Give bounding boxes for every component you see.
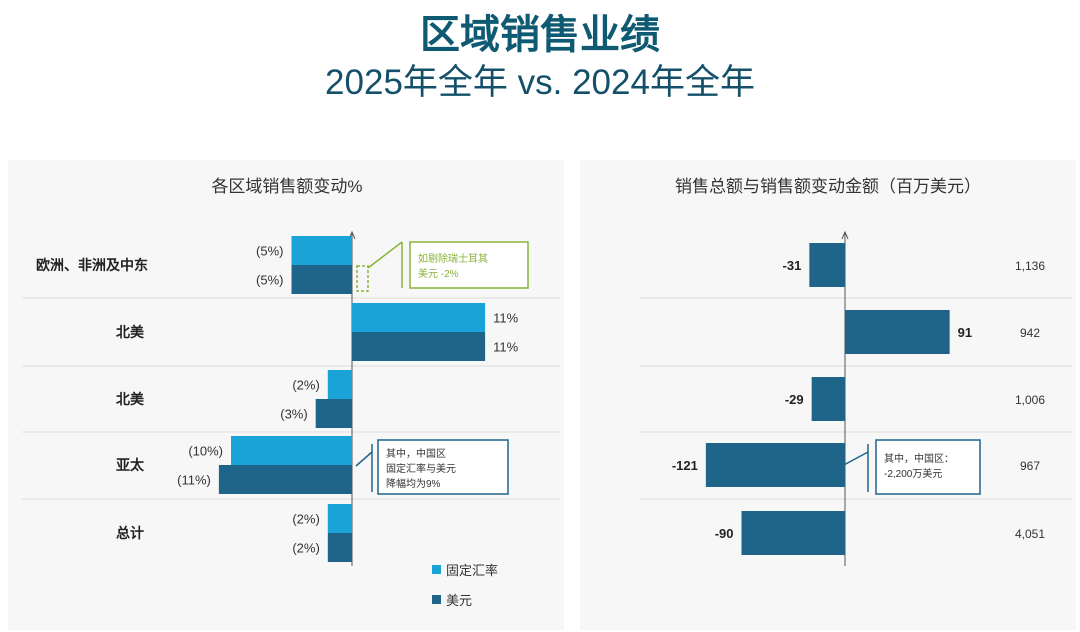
annotation-box-teal xyxy=(377,439,509,495)
bar-data-label: -29 xyxy=(785,392,804,407)
bar-data-label: (5%) xyxy=(256,244,283,259)
bar-change-amount xyxy=(741,511,845,555)
bar-change-amount xyxy=(809,243,845,287)
left-chart-title: 各区域销售额变动% xyxy=(211,177,362,196)
bar-usd xyxy=(327,533,352,562)
bar-change-amount xyxy=(705,443,845,487)
bar-usd xyxy=(291,265,352,294)
bar-data-label: (2%) xyxy=(292,541,319,556)
annotation-text: 降幅均为9% xyxy=(386,477,441,490)
bar-data-label: 11% xyxy=(493,311,518,326)
category-label: 亚太 xyxy=(116,457,145,473)
total-sales-label: 1,006 xyxy=(1015,393,1045,407)
bar-fixed-fx xyxy=(352,303,486,332)
bar-data-label: -90 xyxy=(715,526,734,541)
annotation-box-green xyxy=(409,241,529,289)
category-label: 总计 xyxy=(116,525,144,541)
bar-data-label: (11%) xyxy=(177,473,211,488)
total-sales-label: 942 xyxy=(1020,326,1040,340)
right-chart-title: 销售总额与销售额变动金额（百万美元） xyxy=(675,177,981,196)
bar-change-amount xyxy=(845,310,950,354)
annotation-text: 其中，中国区： xyxy=(884,452,954,465)
total-sales-label: 967 xyxy=(1020,459,1040,473)
annotation-highlight-box xyxy=(356,265,369,292)
annotation-connector xyxy=(355,451,373,467)
page-subtitle: 2025年全年 vs. 2024年全年 xyxy=(325,63,755,102)
bar-usd xyxy=(352,332,486,361)
bar-change-amount xyxy=(811,377,845,421)
bar-data-label: -31 xyxy=(783,258,802,273)
annotation-text: 美元 -2% xyxy=(418,267,459,280)
bar-fixed-fx xyxy=(327,370,352,399)
legend-swatch xyxy=(432,565,441,574)
annotation-connector xyxy=(841,451,869,467)
bar-fixed-fx xyxy=(291,236,352,265)
legend-label: 美元 xyxy=(446,593,472,608)
bar-data-label: (3%) xyxy=(280,407,307,422)
category-label: 北美 xyxy=(116,324,145,340)
left-chart-panel xyxy=(8,160,564,630)
total-sales-label: 1,136 xyxy=(1015,259,1045,273)
bar-data-label: (5%) xyxy=(256,273,283,288)
legend-swatch xyxy=(432,595,441,604)
bar-data-label: -121 xyxy=(672,458,698,473)
bar-data-label: (2%) xyxy=(292,378,319,393)
annotation-text: -2,200万美元 xyxy=(884,467,942,480)
annotation-text: 其中，中国区 xyxy=(386,447,446,460)
total-sales-label: 4,051 xyxy=(1015,527,1045,541)
annotation-box-teal xyxy=(875,439,981,495)
category-label: 北美 xyxy=(116,391,145,407)
annotation-text: 如剔除瑞士耳其 xyxy=(418,252,488,265)
bar-data-label: 91 xyxy=(958,325,972,340)
bar-usd xyxy=(218,465,352,494)
annotation-connector xyxy=(367,241,403,269)
bar-fixed-fx xyxy=(231,436,352,465)
legend-label: 固定汇率 xyxy=(446,563,498,578)
right-axis-arrow xyxy=(841,230,849,240)
bar-data-label: (2%) xyxy=(292,512,319,527)
bar-data-label: 11% xyxy=(493,340,518,355)
bar-data-label: (10%) xyxy=(188,444,223,459)
page-title: 区域销售业绩 xyxy=(420,13,660,57)
bar-fixed-fx xyxy=(327,504,352,533)
bar-usd xyxy=(315,399,352,428)
annotation-text: 固定汇率与美元 xyxy=(386,462,456,475)
category-label: 欧洲、非洲及中东 xyxy=(36,257,148,273)
